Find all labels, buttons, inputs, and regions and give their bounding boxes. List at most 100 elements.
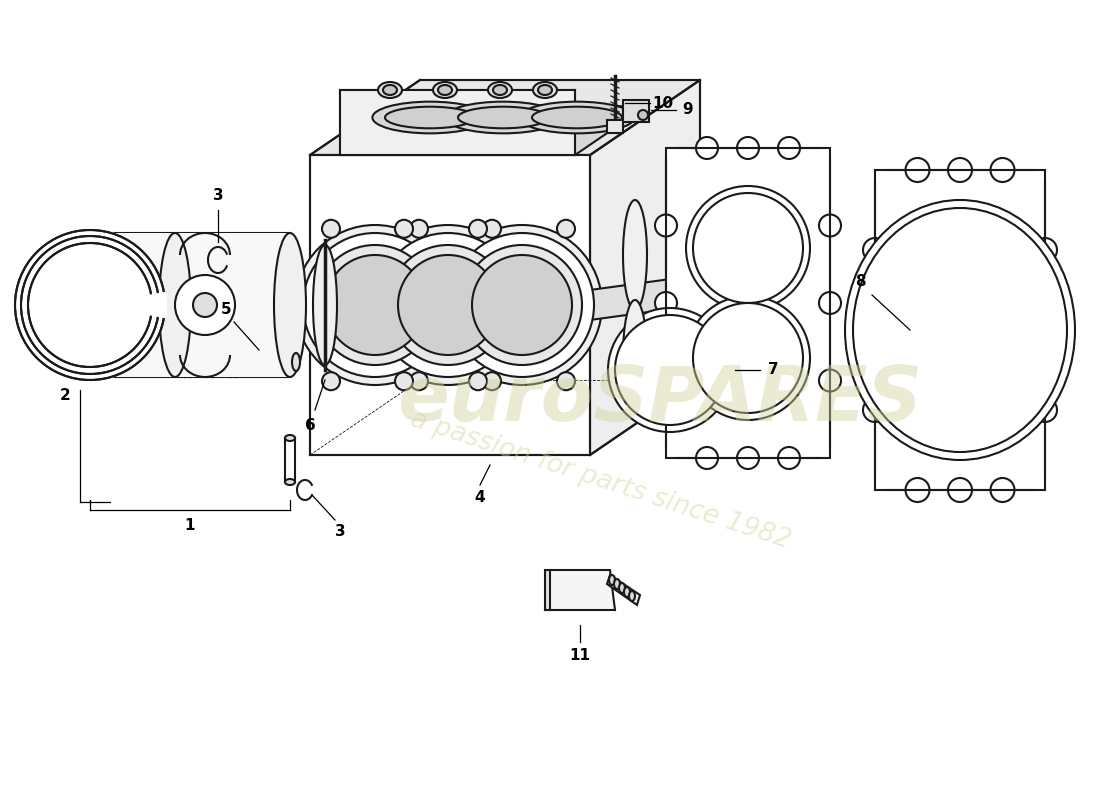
Ellipse shape (292, 353, 300, 371)
Ellipse shape (557, 372, 575, 390)
Ellipse shape (351, 296, 369, 314)
Ellipse shape (442, 225, 602, 385)
Ellipse shape (433, 82, 456, 98)
Ellipse shape (619, 583, 625, 593)
Ellipse shape (469, 372, 487, 390)
Ellipse shape (302, 233, 447, 377)
Ellipse shape (285, 479, 295, 485)
Text: 11: 11 (570, 649, 591, 663)
Ellipse shape (990, 158, 1014, 182)
Ellipse shape (654, 292, 676, 314)
Ellipse shape (519, 102, 635, 134)
Ellipse shape (534, 82, 557, 98)
Ellipse shape (990, 478, 1014, 502)
Ellipse shape (1033, 398, 1057, 422)
Polygon shape (310, 155, 590, 455)
Ellipse shape (948, 478, 972, 502)
Ellipse shape (175, 275, 235, 335)
Ellipse shape (324, 255, 425, 355)
Ellipse shape (615, 315, 725, 425)
Ellipse shape (623, 300, 647, 410)
Ellipse shape (623, 200, 647, 310)
Polygon shape (590, 80, 700, 455)
Ellipse shape (532, 106, 621, 128)
Polygon shape (310, 80, 700, 155)
Text: 3: 3 (334, 525, 345, 539)
Polygon shape (340, 106, 647, 155)
Text: 8: 8 (855, 274, 866, 290)
Text: 4: 4 (475, 490, 485, 506)
Ellipse shape (686, 296, 810, 420)
Ellipse shape (388, 245, 508, 365)
Ellipse shape (192, 293, 217, 317)
Ellipse shape (864, 398, 887, 422)
Polygon shape (874, 170, 1045, 490)
Text: 6: 6 (305, 418, 316, 433)
Text: 2: 2 (59, 387, 70, 402)
Ellipse shape (693, 193, 803, 303)
Text: 10: 10 (652, 95, 673, 110)
Ellipse shape (458, 106, 548, 128)
Ellipse shape (373, 102, 487, 134)
Ellipse shape (693, 303, 803, 413)
Ellipse shape (15, 230, 165, 380)
Ellipse shape (686, 186, 810, 310)
Polygon shape (116, 233, 290, 377)
Ellipse shape (285, 435, 295, 441)
Ellipse shape (538, 85, 552, 95)
Ellipse shape (820, 370, 842, 391)
Text: 9: 9 (683, 102, 693, 118)
Ellipse shape (629, 591, 635, 601)
Ellipse shape (778, 137, 800, 159)
Ellipse shape (905, 478, 930, 502)
Text: euroSPARES: euroSPARES (397, 363, 923, 437)
Polygon shape (590, 275, 700, 320)
Ellipse shape (557, 220, 575, 238)
Text: 5: 5 (221, 302, 231, 318)
Text: 3: 3 (212, 187, 223, 202)
Ellipse shape (395, 220, 412, 238)
Ellipse shape (852, 208, 1067, 452)
Ellipse shape (493, 85, 507, 95)
Ellipse shape (654, 214, 676, 237)
Ellipse shape (469, 220, 487, 238)
Ellipse shape (454, 296, 472, 314)
Text: a passion for parts since 1982: a passion for parts since 1982 (407, 406, 793, 554)
Ellipse shape (696, 447, 718, 469)
Ellipse shape (378, 82, 402, 98)
Ellipse shape (864, 318, 887, 342)
Ellipse shape (368, 225, 528, 385)
Ellipse shape (1033, 318, 1057, 342)
Ellipse shape (778, 447, 800, 469)
Ellipse shape (28, 243, 152, 367)
Ellipse shape (425, 296, 443, 314)
Polygon shape (623, 100, 649, 122)
Polygon shape (340, 90, 575, 155)
Ellipse shape (737, 137, 759, 159)
Ellipse shape (948, 158, 972, 182)
Ellipse shape (383, 85, 397, 95)
Polygon shape (544, 570, 550, 610)
Ellipse shape (864, 238, 887, 262)
Ellipse shape (410, 220, 428, 238)
Ellipse shape (462, 245, 582, 365)
Ellipse shape (624, 587, 630, 597)
Polygon shape (544, 570, 615, 610)
Polygon shape (666, 148, 830, 458)
Ellipse shape (737, 447, 759, 469)
Ellipse shape (21, 236, 160, 374)
Ellipse shape (315, 245, 434, 365)
Ellipse shape (376, 233, 520, 377)
Ellipse shape (845, 200, 1075, 460)
Ellipse shape (820, 292, 842, 314)
Ellipse shape (322, 372, 340, 390)
Ellipse shape (638, 110, 648, 120)
Ellipse shape (274, 233, 306, 377)
Ellipse shape (905, 158, 930, 182)
Ellipse shape (410, 372, 428, 390)
Ellipse shape (395, 372, 412, 390)
Ellipse shape (295, 225, 455, 385)
Ellipse shape (398, 255, 498, 355)
Ellipse shape (527, 296, 544, 314)
Ellipse shape (654, 370, 676, 391)
